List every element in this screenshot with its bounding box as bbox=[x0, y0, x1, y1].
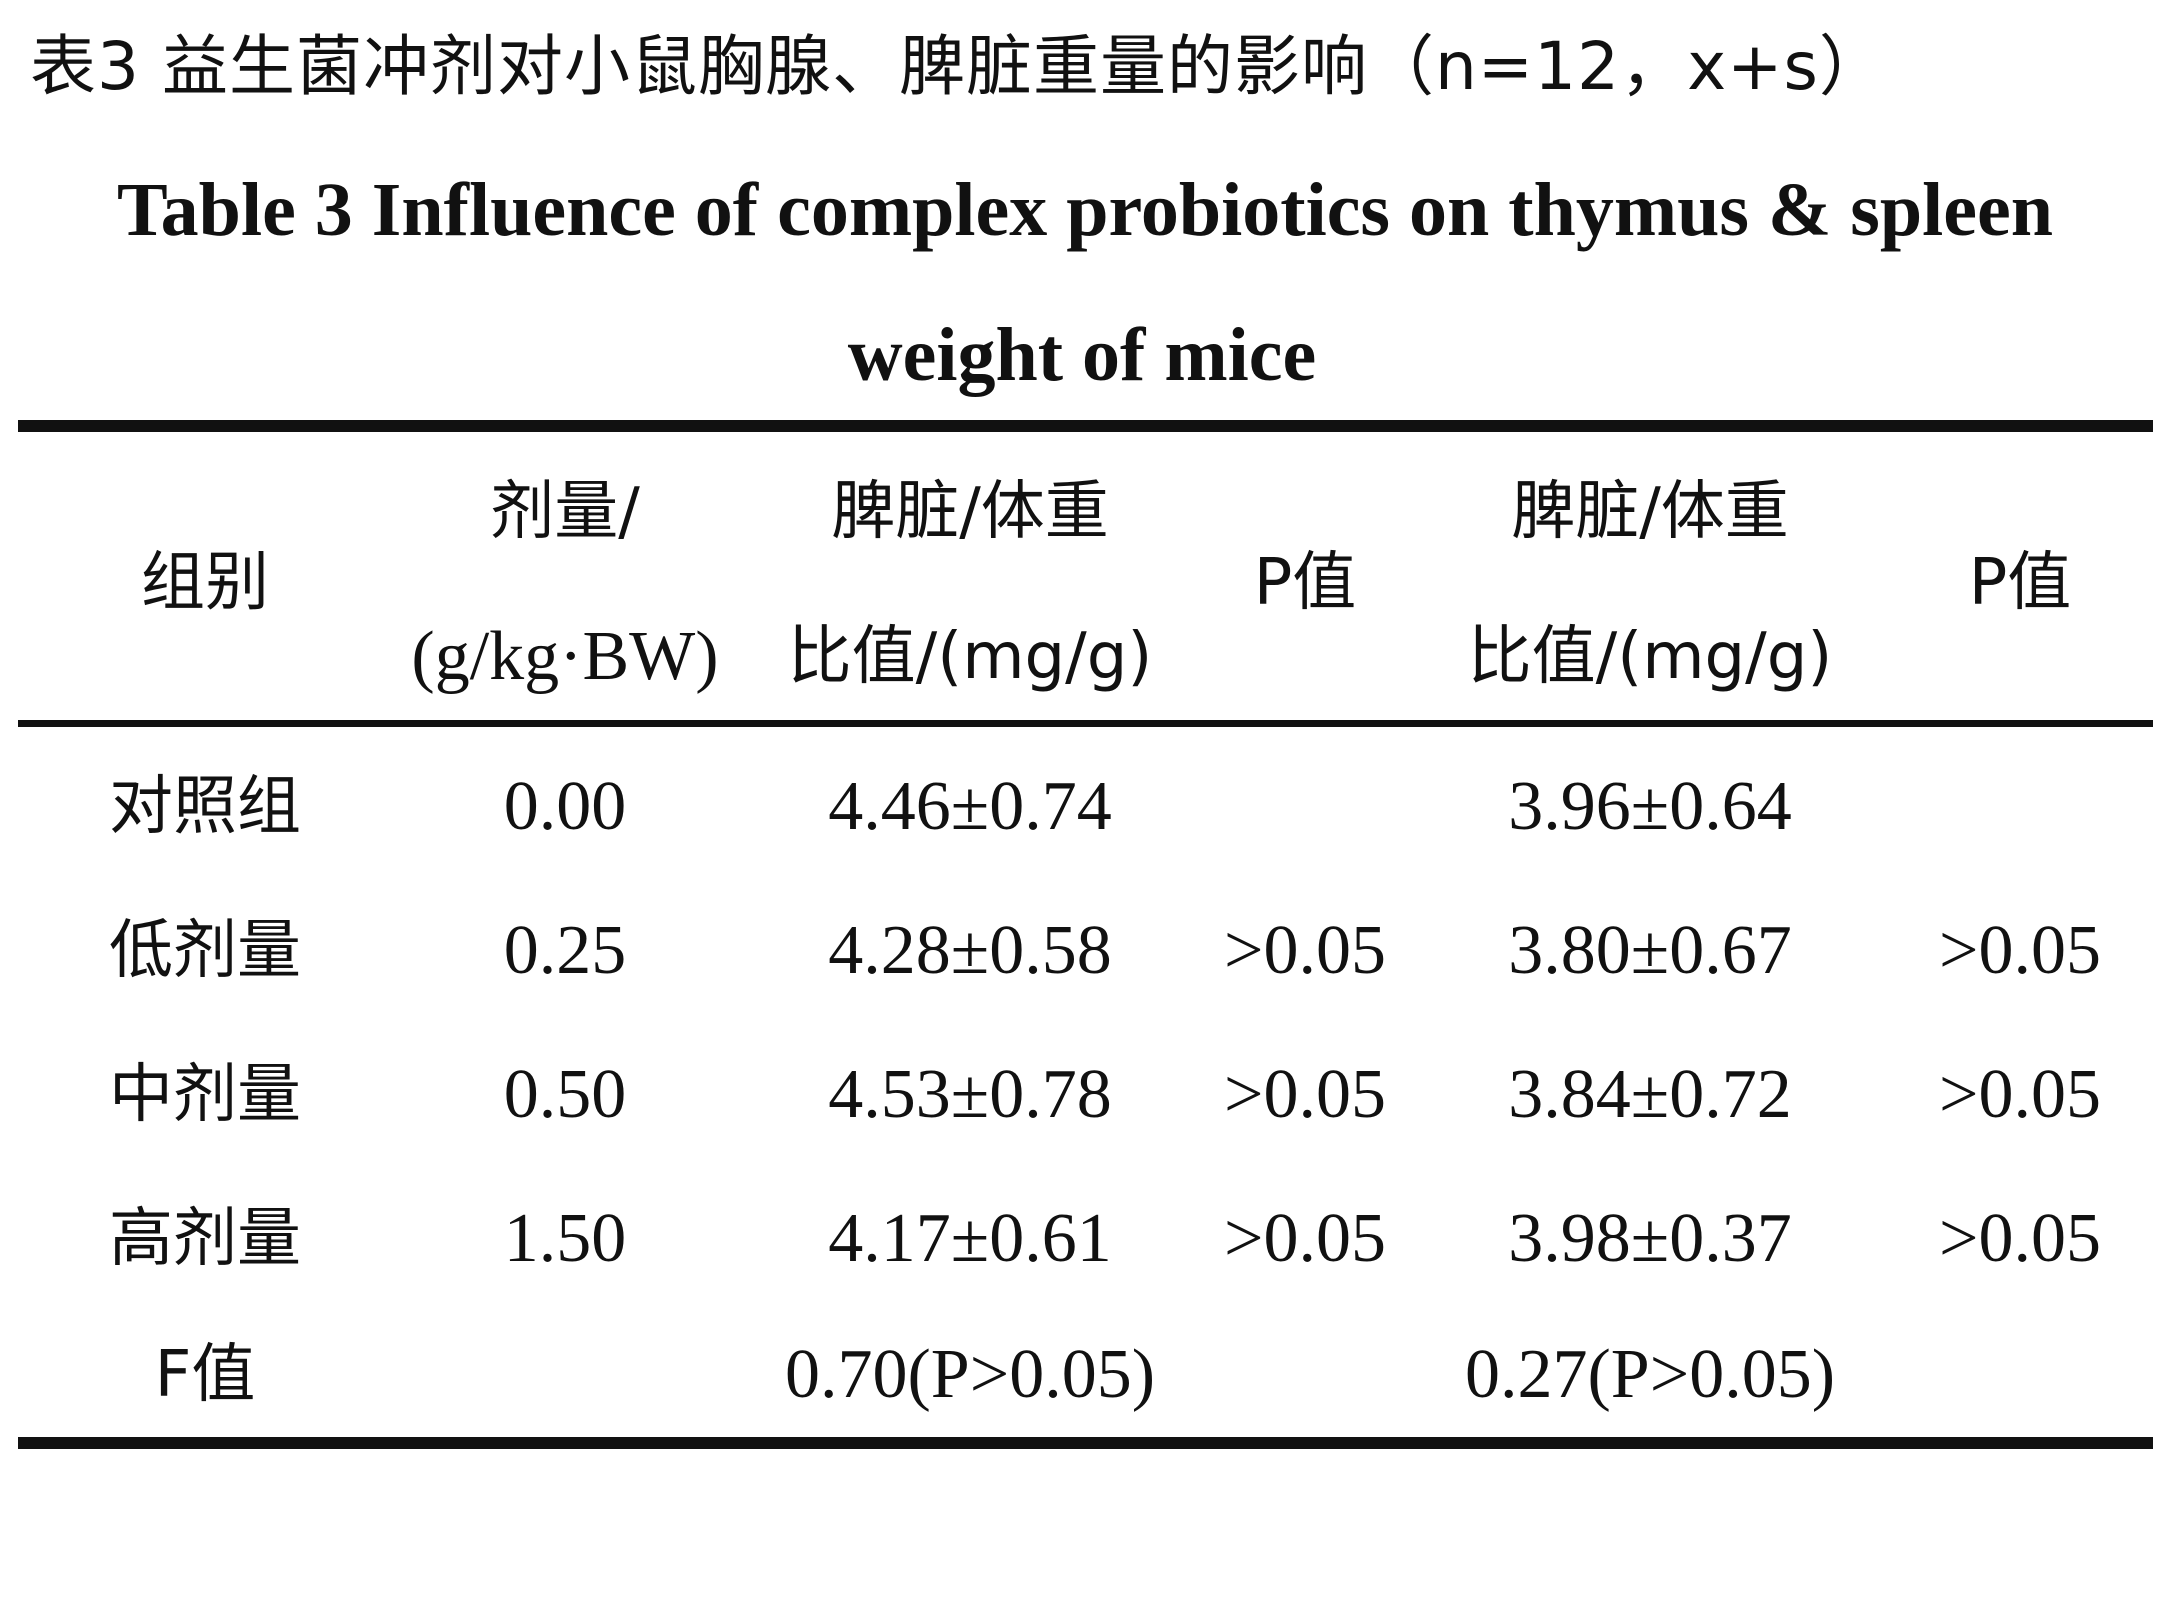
header-p1: P值 bbox=[1253, 546, 1357, 620]
cell-ratio2: 3.84±0.72 bbox=[1508, 1056, 1792, 1133]
cell-ratio1: 4.46±0.74 bbox=[828, 768, 1112, 845]
cell-ratio2: 3.96±0.64 bbox=[1508, 768, 1792, 845]
cell-p1: >0.05 bbox=[1224, 912, 1386, 989]
table-caption-chinese: 表3 益生菌冲剂对小鼠胸腺、脾脏重量的影响（n=12，x+s） bbox=[30, 28, 1886, 105]
header-ratio2-line2: 比值/(mg/g) bbox=[1467, 620, 1833, 694]
cell-group: 高剂量 bbox=[109, 1202, 301, 1276]
cell-dose: 0.25 bbox=[503, 912, 627, 989]
table-header-rule bbox=[18, 720, 2153, 727]
cell-p1: >0.05 bbox=[1224, 1056, 1386, 1133]
cell-ratio1: 4.17±0.61 bbox=[828, 1200, 1112, 1277]
header-group: 组别 bbox=[141, 546, 269, 620]
header-dose-line1: 剂量/ bbox=[490, 475, 640, 549]
table-caption-english-line2: weight of mice bbox=[847, 313, 1317, 397]
cell-group: 中剂量 bbox=[109, 1058, 301, 1132]
cell-p2: >0.05 bbox=[1939, 912, 2101, 989]
table-top-rule bbox=[18, 420, 2153, 432]
cell-f-ratio1: 0.70(P>0.05) bbox=[784, 1336, 1156, 1413]
cell-ratio1: 4.53±0.78 bbox=[828, 1056, 1112, 1133]
cell-p1: >0.05 bbox=[1224, 1200, 1386, 1277]
cell-p2: >0.05 bbox=[1939, 1200, 2101, 1277]
cell-p2 bbox=[1880, 762, 2160, 852]
cell-f-label: F值 bbox=[154, 1338, 256, 1412]
cell-group: 对照组 bbox=[109, 770, 301, 844]
cell-ratio1: 4.28±0.58 bbox=[828, 912, 1112, 989]
cell-f-ratio2: 0.27(P>0.05) bbox=[1464, 1336, 1836, 1413]
cell-ratio2: 3.80±0.67 bbox=[1508, 912, 1792, 989]
header-ratio1-line1: 脾脏/体重 bbox=[831, 475, 1109, 549]
header-dose-line2: (g/kg·BW) bbox=[411, 618, 719, 695]
cell-dose: 1.50 bbox=[503, 1200, 627, 1277]
cell-p1 bbox=[1190, 762, 1420, 852]
cell-p2: >0.05 bbox=[1939, 1056, 2101, 1133]
header-ratio1-line2: 比值/(mg/g) bbox=[787, 620, 1153, 694]
cell-ratio2: 3.98±0.37 bbox=[1508, 1200, 1792, 1277]
cell-dose: 0.00 bbox=[503, 768, 627, 845]
table-caption-english-line1: Table 3 Influence of complex probiotics … bbox=[116, 168, 2054, 252]
cell-dose: 0.50 bbox=[503, 1056, 627, 1133]
header-p2: P值 bbox=[1968, 546, 2072, 620]
table-bottom-rule bbox=[18, 1437, 2153, 1449]
cell-group: 低剂量 bbox=[109, 914, 301, 988]
header-ratio2-line1: 脾脏/体重 bbox=[1511, 475, 1789, 549]
